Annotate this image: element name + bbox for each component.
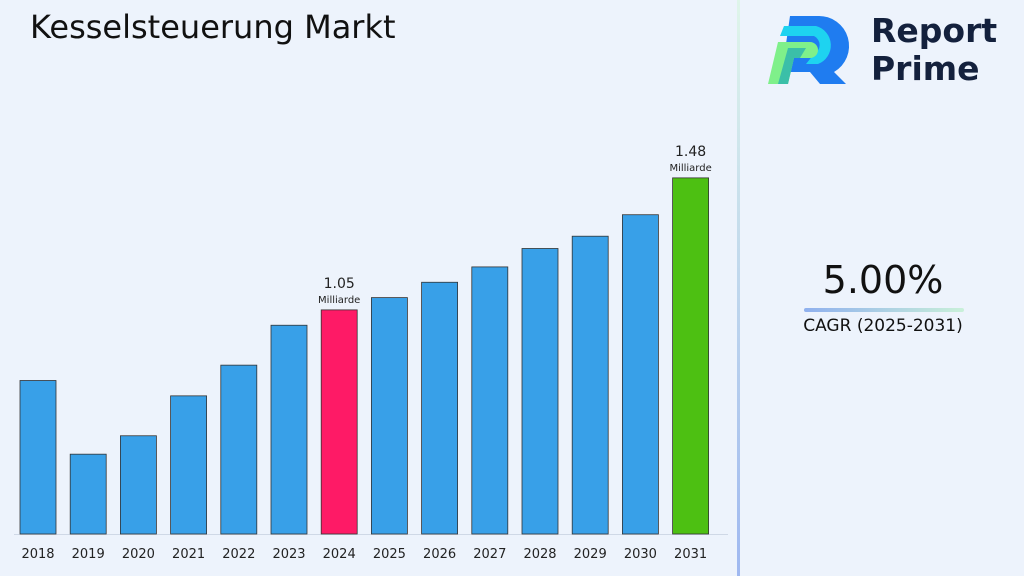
x-tick-label-2029: 2029 bbox=[574, 547, 607, 562]
x-tick-label-2024: 2024 bbox=[323, 547, 356, 562]
bar-2023 bbox=[270, 324, 308, 535]
data-label-value-2024: 1.05 bbox=[324, 276, 355, 292]
x-tick-label-2023: 2023 bbox=[272, 547, 305, 562]
x-tick-label-2031: 2031 bbox=[674, 547, 707, 562]
divider bbox=[737, 0, 740, 576]
bar-2019 bbox=[69, 453, 107, 535]
x-tick-label-2019: 2019 bbox=[72, 547, 105, 562]
bar-2027 bbox=[471, 266, 509, 535]
cagr-value: 5.00% bbox=[822, 258, 944, 302]
logo-text: Report Prime bbox=[871, 12, 997, 88]
bar-2022 bbox=[220, 364, 258, 535]
data-label-unit-2024: Milliarde bbox=[318, 295, 360, 306]
x-tick-label-2022: 2022 bbox=[222, 547, 255, 562]
x-tick-label-2028: 2028 bbox=[523, 547, 556, 562]
bar-2021 bbox=[170, 395, 208, 535]
report-prime-logo-icon bbox=[768, 15, 850, 85]
bar-2028 bbox=[521, 248, 559, 535]
bar-2031 bbox=[672, 177, 709, 535]
bar-2030 bbox=[622, 214, 659, 535]
x-tick-label-2026: 2026 bbox=[423, 547, 456, 562]
bar-2025 bbox=[370, 297, 408, 535]
bar-2020 bbox=[120, 435, 157, 535]
cagr-label: CAGR (2025-2031) bbox=[803, 316, 963, 336]
bar-2029 bbox=[571, 235, 609, 535]
logo-line-2: Prime bbox=[871, 49, 980, 88]
bar-2024 bbox=[320, 309, 358, 535]
x-tick-label-2025: 2025 bbox=[373, 547, 406, 562]
bar-2026 bbox=[421, 281, 459, 535]
cagr-underline bbox=[804, 308, 964, 312]
x-tick-label-2021: 2021 bbox=[172, 547, 205, 562]
x-tick-label-2018: 2018 bbox=[21, 547, 54, 562]
x-tick-label-2020: 2020 bbox=[122, 547, 155, 562]
bar-chart: 2018 2019 2020 2021 2022 2023 2024 1.05 Milliard… bbox=[14, 144, 728, 562]
logo-line-1: Report bbox=[871, 11, 998, 50]
data-label-unit-2031: Milliarde bbox=[669, 163, 711, 174]
x-tick-label-2030: 2030 bbox=[624, 547, 657, 562]
bar-2018 bbox=[19, 380, 57, 535]
chart-title: Kesselsteuerung Markt bbox=[30, 8, 396, 46]
data-label-value-2031: 1.48 bbox=[675, 144, 706, 160]
x-tick-label-2027: 2027 bbox=[473, 547, 506, 562]
